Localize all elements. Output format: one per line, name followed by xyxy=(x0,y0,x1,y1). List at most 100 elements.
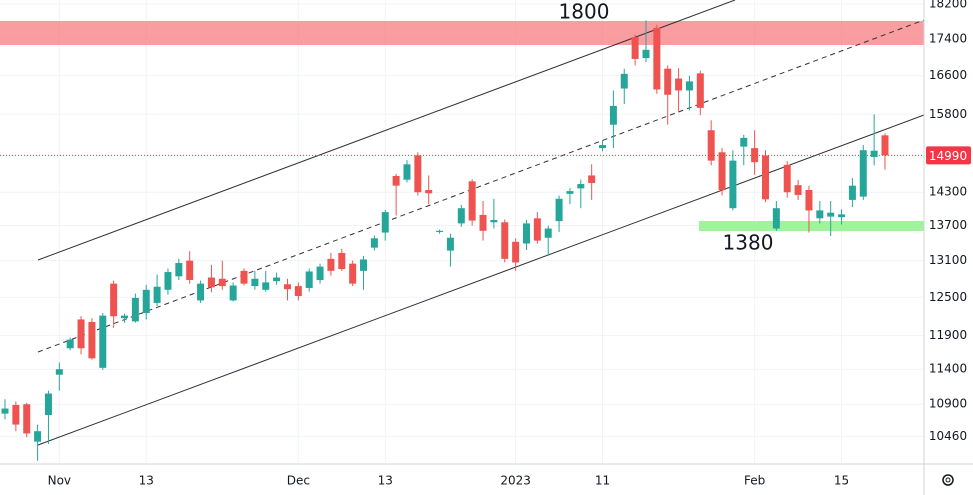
x-tick-label: 13 xyxy=(139,474,154,488)
last-price-box xyxy=(926,146,971,165)
candle-body xyxy=(631,37,639,59)
candle-body xyxy=(349,263,357,284)
candle-body xyxy=(23,404,31,434)
candle-body xyxy=(740,137,748,147)
candle-body xyxy=(360,259,368,271)
candle-body xyxy=(761,155,769,200)
candle-body xyxy=(240,270,248,284)
candle-body xyxy=(620,73,628,89)
candle-body xyxy=(436,230,444,232)
candle-body xyxy=(99,315,107,368)
channel-lower xyxy=(37,114,925,446)
candle-body xyxy=(707,130,715,161)
candle-body xyxy=(186,260,194,280)
channel-upper xyxy=(37,0,736,261)
y-tick-label: 13100 xyxy=(929,253,967,267)
candle-body xyxy=(859,150,867,197)
candle-body xyxy=(512,241,520,263)
candle-body xyxy=(653,27,661,90)
candle-body xyxy=(327,258,335,271)
candle-body xyxy=(588,175,596,183)
y-tick-label: 10900 xyxy=(929,397,967,411)
last-price-label: 14990 xyxy=(929,149,967,163)
y-tick-label: 13700 xyxy=(929,218,967,232)
candle-body xyxy=(783,164,791,193)
candle-body xyxy=(414,155,422,193)
y-tick-label: 11400 xyxy=(929,362,967,376)
candle-body xyxy=(110,283,118,317)
candle-body xyxy=(251,278,259,287)
drawings xyxy=(0,0,925,446)
candle-body xyxy=(609,105,617,125)
candle-body xyxy=(729,160,737,209)
candle-body xyxy=(675,78,683,91)
candle-body xyxy=(164,272,172,290)
candle-body xyxy=(403,164,411,180)
candle-body xyxy=(392,175,400,186)
candle-body xyxy=(696,73,704,108)
y-tick-label: 11900 xyxy=(929,328,967,342)
candle-body xyxy=(121,315,129,319)
support-zone xyxy=(699,221,924,231)
candle-body xyxy=(685,81,693,91)
candle-body xyxy=(207,277,215,288)
channel-mid xyxy=(37,19,925,353)
candle-body xyxy=(718,152,726,191)
candle-body xyxy=(88,322,96,359)
candle-body xyxy=(1,408,9,414)
candle-body xyxy=(77,319,85,349)
candle-body xyxy=(370,238,378,248)
x-tick-label: 11 xyxy=(595,474,610,488)
x-tick-label: 13 xyxy=(378,474,393,488)
candle-body xyxy=(131,297,139,322)
y-tick-label: 15800 xyxy=(929,107,967,121)
candle-body xyxy=(55,369,63,375)
resistance-zone xyxy=(0,21,924,45)
x-tick-label: 15 xyxy=(834,474,849,488)
candle-body xyxy=(381,212,389,233)
candle-body xyxy=(490,219,498,223)
y-tick-label: 14300 xyxy=(929,185,967,199)
x-tick-label: 2023 xyxy=(500,474,531,488)
candle-body xyxy=(153,286,161,303)
candle-body xyxy=(338,252,346,270)
candle-body xyxy=(881,135,889,156)
settings-icon[interactable] xyxy=(942,474,954,486)
candle-body xyxy=(870,150,878,157)
candle-body xyxy=(664,68,672,95)
x-tick-label: Dec xyxy=(287,474,310,488)
candle-body xyxy=(751,148,759,163)
candle-body xyxy=(273,277,281,282)
x-tick-label: Feb xyxy=(744,474,765,488)
candle-body xyxy=(446,237,454,251)
candle-body xyxy=(501,222,509,259)
y-tick-label: 10460 xyxy=(929,429,967,443)
candle-body xyxy=(305,271,313,288)
candle-body xyxy=(468,181,476,221)
annotation: 1800 xyxy=(559,0,610,24)
candle-body xyxy=(805,190,813,211)
y-tick-label: 17400 xyxy=(929,31,967,45)
candle-body xyxy=(555,198,563,222)
x-tick-label: Nov xyxy=(48,474,71,488)
candle-body xyxy=(425,190,433,194)
candle-body xyxy=(457,208,465,224)
candle-body xyxy=(316,266,324,280)
candle-body xyxy=(175,263,183,277)
candle-body xyxy=(816,210,824,219)
annotation: 1380 xyxy=(723,231,774,255)
candle-body xyxy=(772,208,780,229)
candle-body xyxy=(294,286,302,297)
candle-body xyxy=(642,49,650,59)
candle-body xyxy=(577,184,585,189)
candle-body xyxy=(12,404,20,425)
candle-body xyxy=(197,283,205,301)
candle-body xyxy=(533,218,541,241)
candle-body xyxy=(283,284,291,290)
y-tick-label: 18200 xyxy=(929,0,967,10)
candle-body xyxy=(827,212,835,217)
candle-body xyxy=(229,285,237,301)
candle-body xyxy=(66,339,74,349)
